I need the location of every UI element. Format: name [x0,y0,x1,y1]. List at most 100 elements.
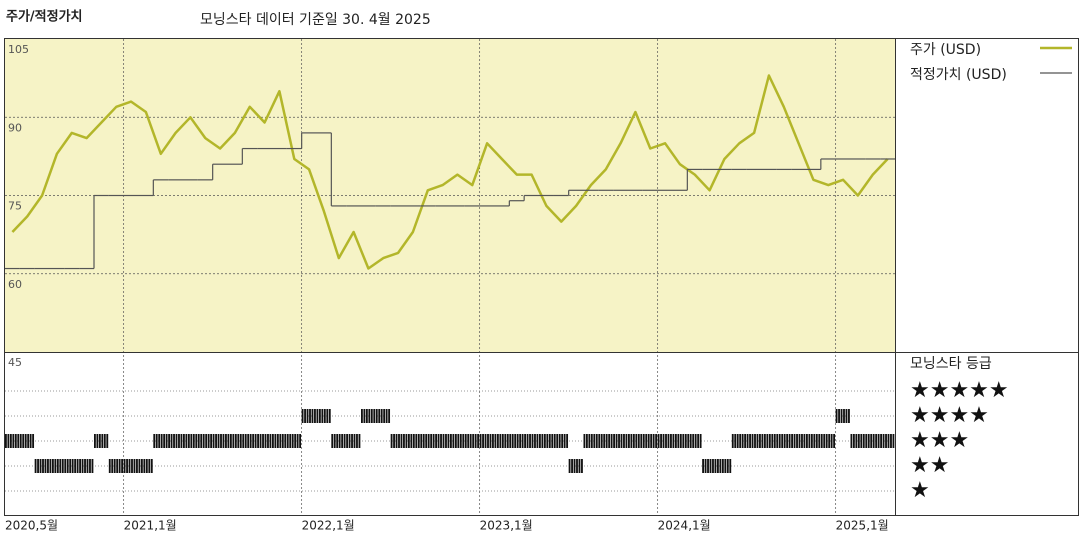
rating-label: ★★★★★ [910,378,1009,403]
rating-bar [835,409,850,423]
rating-tick [232,434,235,448]
rating-tick [113,459,116,473]
rating-tick [714,459,717,473]
rating-tick [351,434,353,448]
rating-tick [415,434,418,448]
rating-tick [568,459,571,473]
rating-tick [425,434,428,448]
rating-tick [81,459,84,473]
rating-tick [571,459,573,473]
rating-tick [279,434,282,448]
rating-tick [440,434,442,448]
rating-tick [353,434,356,448]
rating-tick [383,409,386,423]
rating-bar [539,434,554,448]
rating-tick [14,434,17,448]
rating-bar [5,434,20,448]
rating-tick [674,434,677,448]
rating-tick [212,434,215,448]
rating-tick [180,434,183,448]
rating-tick [880,434,883,448]
rating-tick [407,434,410,448]
rating-tick [314,409,316,423]
rating-tick [558,434,561,448]
rating-tick [61,459,64,473]
rating-bar [301,409,316,423]
rating-tick [798,434,801,448]
rating-tick [410,434,413,448]
rating-tick [704,459,707,473]
x-tick-label: 2023,1월 [480,519,533,533]
rating-tick [318,409,321,423]
rating-tick [331,434,334,448]
rating-tick [699,434,702,448]
rating-label: ★★★★ [910,403,989,428]
rating-tick [731,434,734,448]
rating-tick [855,434,858,448]
rating-tick [346,434,349,448]
rating-bar [361,409,376,423]
rating-tick [801,434,803,448]
rating-tick [635,434,638,448]
rating-bar [49,459,64,473]
rating-tick [37,459,39,473]
rating-tick [185,434,188,448]
rating-tick [385,409,388,423]
rating-tick [469,434,472,448]
rating-tick [825,434,828,448]
rating-tick [140,459,143,473]
rating-tick [652,434,655,448]
rating-tick [726,459,729,473]
rating-tick [264,434,267,448]
rating-tick [813,434,816,448]
rating-tick [751,434,754,448]
rating-tick [437,434,440,448]
rating-tick [684,434,687,448]
rating-bar [702,459,717,473]
rating-bar [227,434,242,448]
rating-tick [44,459,47,473]
rating-tick [131,459,133,473]
rating-tick [445,434,447,448]
rating-tick [660,434,662,448]
rating-bar [390,434,405,448]
rating-tick [155,434,158,448]
rating-tick [860,434,863,448]
rating-bar [568,459,583,473]
rating-tick [630,434,633,448]
rating-bar [420,434,435,448]
rating-tick [17,434,20,448]
rating-tick [168,434,171,448]
rating-tick [524,434,527,448]
rating-tick [531,434,534,448]
rating-tick [153,434,156,448]
rating-tick [521,434,524,448]
rating-tick [744,434,747,448]
rating-tick [108,459,111,473]
rating-bar [717,459,732,473]
rating-tick [887,434,890,448]
rating-tick [848,409,850,423]
rating-tick [539,434,541,448]
rating-tick [778,434,781,448]
rating-tick [741,434,744,448]
rating-tick [613,434,616,448]
rating-tick [348,434,351,448]
rating-tick [183,434,185,448]
rating-tick [306,409,309,423]
rating-tick [378,409,381,423]
rating-tick [687,434,690,448]
rating-bar [375,409,391,423]
rating-tick [519,434,522,448]
rating-tick [86,459,89,473]
legend-label: 적정가치 (USD) [910,67,1007,83]
rating-tick [877,434,880,448]
rating-tick [336,434,339,448]
rating-tick [662,434,665,448]
rating-tick [640,434,643,448]
rating-tick [672,434,675,448]
rating-bar [331,434,346,448]
rating-tick [309,409,311,423]
rating-title: 모닝스타 등급 [910,356,992,372]
rating-tick [375,409,378,423]
